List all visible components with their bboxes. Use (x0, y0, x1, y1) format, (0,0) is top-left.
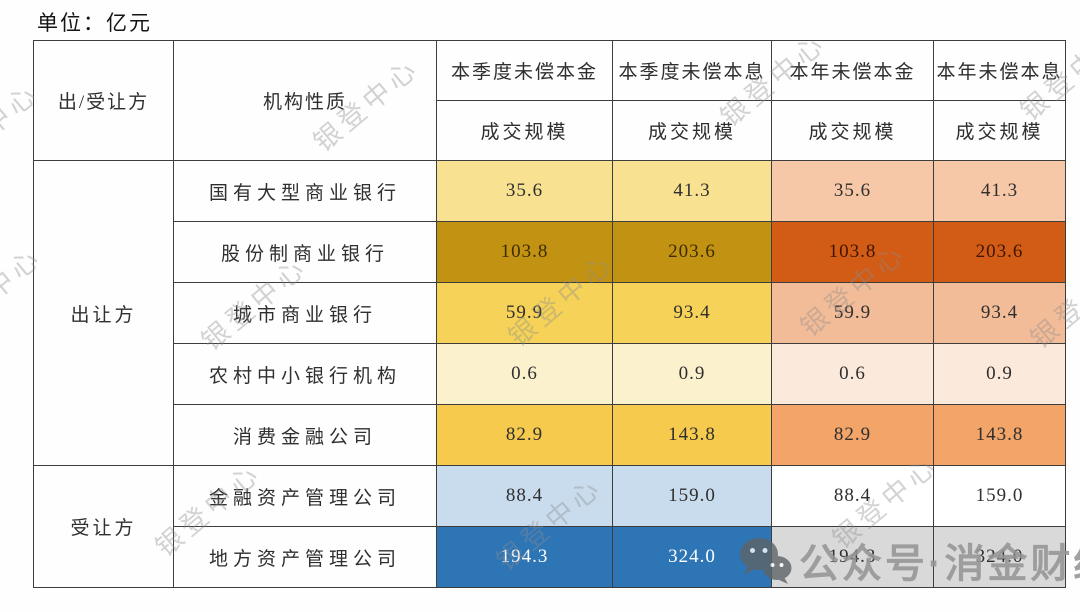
subheader-deal-scale: 成交规模 (933, 100, 1066, 161)
value-cell: 35.6 (771, 160, 934, 222)
value-cell: 41.3 (933, 160, 1066, 222)
value-cell: 203.6 (933, 221, 1066, 283)
subheader-deal-scale: 成交规模 (771, 100, 934, 161)
table-row: 出让方 国有大型商业银行 35.6 41.3 35.6 41.3 (33, 160, 1066, 466)
value-cell: 59.9 (771, 282, 934, 344)
table-row: 地方资产管理公司 194.3 324.0 194.3 324.0 (34, 526, 1066, 588)
value-cell: 0.6 (436, 343, 613, 405)
value-cell: 88.4 (436, 465, 613, 527)
value-cell: 159.0 (612, 465, 772, 527)
value-cell: 35.6 (436, 160, 613, 222)
header-institution-type: 机构性质 (173, 40, 437, 161)
value-cell: 143.8 (933, 404, 1066, 466)
transfer-scale-table: 出/受让方 机构性质 本季度未偿本金 本季度未偿本息 本年未偿本金 本年未偿本息… (33, 40, 1066, 588)
header-year-principal-interest: 本年未偿本息 (933, 40, 1066, 101)
header-year-principal: 本年未偿本金 (771, 40, 934, 101)
value-cell: 324.0 (933, 526, 1066, 588)
value-cell: 324.0 (612, 526, 772, 588)
table-row: 受让方 金融资产管理公司 88.4 159.0 88.4 159.0 (33, 465, 1066, 588)
header-transferor-transferee: 出/受让方 (33, 40, 174, 161)
value-cell: 103.8 (771, 221, 934, 283)
table-row: 农村中小银行机构 0.6 0.9 0.6 0.9 (34, 343, 1066, 405)
institution-cell: 金融资产管理公司 (173, 465, 437, 527)
value-cell: 103.8 (436, 221, 613, 283)
header-row-sublabel: 成交规模 成交规模 成交规模 成交规模 (34, 100, 1066, 161)
table-row: 消费金融公司 82.9 143.8 82.9 143.8 (34, 404, 1066, 466)
institution-cell: 农村中小银行机构 (173, 343, 437, 405)
value-cell: 59.9 (436, 282, 613, 344)
value-cell: 82.9 (436, 404, 613, 466)
value-cell: 0.9 (612, 343, 772, 405)
value-cell: 0.6 (771, 343, 934, 405)
value-cell: 82.9 (771, 404, 934, 466)
table-row: 城市商业银行 59.9 93.4 59.9 93.4 (34, 282, 1066, 344)
header-row-metrics: 出/受让方 机构性质 本季度未偿本金 本季度未偿本息 本年未偿本金 本年未偿本息 (33, 40, 1066, 161)
institution-cell: 股份制商业银行 (173, 221, 437, 283)
value-cell: 194.3 (771, 526, 934, 588)
value-cell: 203.6 (612, 221, 772, 283)
institution-cell: 消费金融公司 (173, 404, 437, 466)
header-quarter-principal: 本季度未偿本金 (436, 40, 613, 101)
value-cell: 93.4 (612, 282, 772, 344)
value-cell: 0.9 (933, 343, 1066, 405)
value-cell: 93.4 (933, 282, 1066, 344)
value-cell: 194.3 (436, 526, 613, 588)
group-cell-transferor: 出让方 (33, 160, 174, 466)
value-cell: 41.3 (612, 160, 772, 222)
institution-cell: 城市商业银行 (173, 282, 437, 344)
subheader-deal-scale: 成交规模 (612, 100, 772, 161)
value-cell: 143.8 (612, 404, 772, 466)
value-cell: 159.0 (933, 465, 1066, 527)
header-quarter-principal-interest: 本季度未偿本息 (612, 40, 772, 101)
group-cell-transferee: 受让方 (33, 465, 174, 588)
value-cell: 88.4 (771, 465, 934, 527)
unit-label: 单位：亿元 (37, 11, 152, 35)
subheader-deal-scale: 成交规模 (436, 100, 613, 161)
table-row: 股份制商业银行 103.8 203.6 103.8 203.6 (34, 221, 1066, 283)
institution-cell: 国有大型商业银行 (173, 160, 437, 222)
institution-cell: 地方资产管理公司 (173, 526, 437, 588)
